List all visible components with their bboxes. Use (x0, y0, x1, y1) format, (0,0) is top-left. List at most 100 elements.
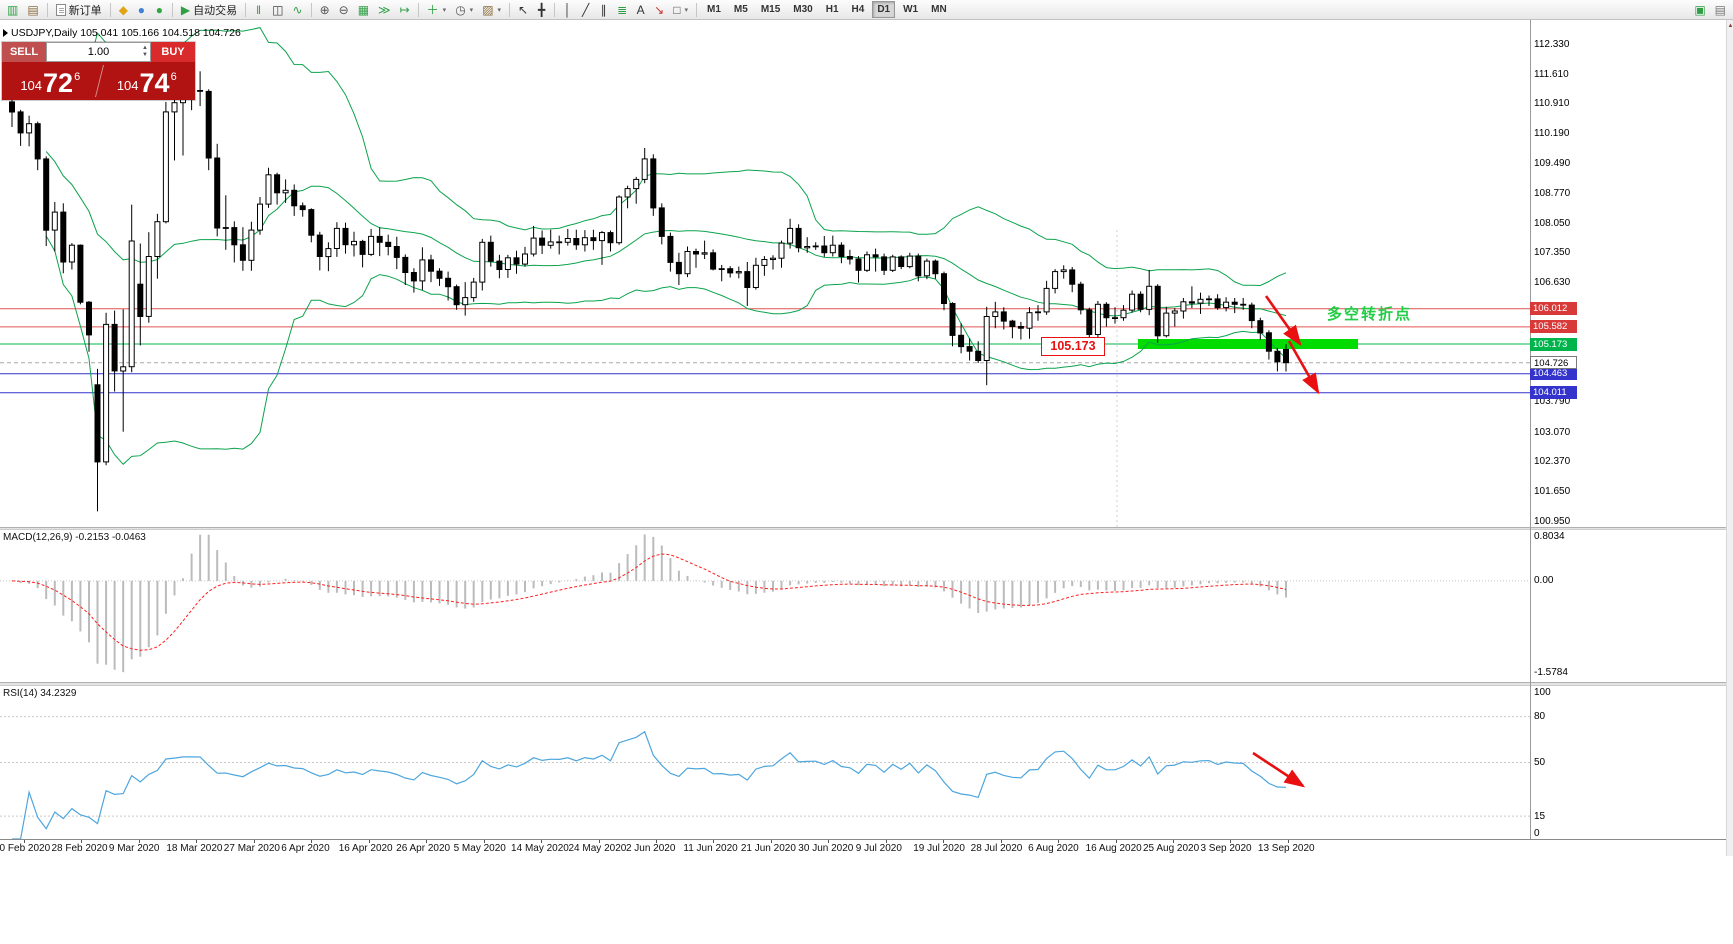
price-axis-label: 109.490 (1534, 157, 1571, 169)
date-label: 3 Sep 2020 (1200, 843, 1252, 854)
new-order-button-label: 新订单 (68, 4, 102, 17)
new-order-button[interactable]: 新订单 (52, 1, 106, 18)
macd-pane[interactable] (0, 530, 1530, 682)
price-axis-label: 108.770 (1534, 187, 1571, 199)
price-line-tag: 104.011 (1530, 386, 1577, 400)
timeframe-h1[interactable]: H1 (821, 1, 844, 18)
timeframe-m1[interactable]: M1 (702, 1, 726, 18)
timeframe-h4[interactable]: H4 (847, 1, 870, 18)
community-icon: ● (137, 2, 146, 17)
chart-shift-button[interactable]: ↦ (396, 1, 414, 18)
templates-button[interactable]: ▨ ▾ (478, 1, 505, 18)
macd-histogram (19, 534, 1287, 673)
zoom-in-button[interactable]: ⊕ (316, 1, 334, 18)
timeframe-m30[interactable]: M30 (788, 1, 817, 18)
sell-price[interactable]: 104 72 6 (2, 62, 99, 100)
macd-signal-line (11, 553, 1287, 651)
text-tool-button[interactable]: A (632, 1, 649, 18)
rsi-line (12, 730, 1287, 839)
candlestick-chart-icon: ◫ (272, 2, 284, 17)
arrows-tool-button[interactable]: ↘ (650, 1, 668, 18)
sell-price-pips: 72 (43, 68, 74, 98)
buy-price[interactable]: 104 74 6 (99, 62, 196, 100)
price-line-tag: 106.012 (1530, 302, 1577, 316)
rsi-axis-label: 80 (1534, 711, 1546, 723)
date-label: 9 Jul 2020 (855, 843, 902, 854)
date-tick (368, 840, 370, 843)
macd-label: MACD(12,26,9) -0.2153 -0.0463 (3, 532, 146, 543)
autotrading-button[interactable]: ▶ 自动交易 (177, 1, 241, 18)
date-tick (311, 840, 313, 843)
date-tick (24, 840, 25, 843)
date-tick (196, 840, 198, 843)
options-icon: ▤ (1714, 2, 1726, 17)
trendline-button[interactable]: ╱ (577, 1, 594, 18)
date-label: 28 Jul 2020 (970, 843, 1023, 854)
new-chart-button[interactable]: ▥ (3, 1, 22, 18)
bar-chart-button[interactable]: ǁ (250, 1, 267, 18)
volume-spinner-icon[interactable]: ▲ ▼ (142, 45, 148, 58)
volume-input[interactable]: 1.00 ▲ ▼ (46, 42, 151, 62)
timeframe-m15[interactable]: M15 (756, 1, 785, 18)
options-button[interactable]: ▤ (1711, 1, 1730, 18)
signals-button[interactable]: ● (151, 1, 168, 18)
price-line-tag: 104.463 (1530, 367, 1577, 381)
profiles-button[interactable]: ▤ (23, 1, 42, 18)
toolbar-separator (171, 2, 173, 17)
buy-price-pips: 74 (139, 68, 170, 98)
shapes-icon: □ (673, 2, 681, 17)
pane-separator[interactable] (0, 527, 1733, 530)
date-tick (713, 840, 715, 843)
rsi-pane[interactable] (0, 686, 1530, 839)
date-label: 20 Feb 2020 (0, 843, 51, 854)
text-tool-icon: A (636, 2, 645, 17)
crosshair-button[interactable]: ╋ (533, 1, 550, 18)
date-tick (770, 840, 772, 843)
toolbar-separator (509, 2, 511, 17)
fibonacci-button[interactable]: ≣ (613, 1, 631, 18)
scroll-up-icon[interactable]: ▲ (1727, 23, 1733, 29)
candlestick-chart-button[interactable]: ◫ (268, 1, 287, 18)
community-button[interactable]: ● (133, 1, 150, 18)
indicators-button[interactable]: ＋ ▾ (423, 1, 451, 18)
vertical-line-button[interactable]: │ (559, 1, 576, 18)
date-label: 5 May 2020 (453, 843, 506, 854)
price-annotation-box: 105.173 (1041, 337, 1105, 356)
rsi-label: RSI(14) 34.2329 (3, 688, 77, 699)
bollinger-upper-band (45, 27, 1287, 287)
timeframe-mn[interactable]: MN (926, 1, 952, 18)
date-label: 24 May 2020 (568, 843, 627, 854)
date-label: 18 Mar 2020 (166, 843, 223, 854)
sell-button[interactable]: SELL (2, 42, 46, 62)
crosshair-icon: ╋ (537, 2, 546, 17)
timeframe-d1[interactable]: D1 (872, 1, 896, 18)
market-button[interactable]: ◆ (115, 1, 132, 18)
timeframe-m5[interactable]: M5 (729, 1, 753, 18)
channel-icon: ∥ (600, 2, 607, 17)
arrows-tool-icon: ↘ (654, 2, 665, 17)
price-axis-label: 107.350 (1534, 247, 1571, 259)
periods-button[interactable]: ◷ ▾ (451, 1, 477, 18)
buy-button[interactable]: BUY (151, 42, 195, 62)
right-scrollbar[interactable]: ▲ (1726, 20, 1733, 856)
shapes-button[interactable]: □ ▾ (669, 1, 692, 18)
macd-axis-label: 0.8034 (1534, 531, 1565, 542)
main-chart-pane[interactable] (0, 20, 1530, 527)
current-price-tag: 104.726 (1530, 356, 1577, 370)
date-label: 16 Apr 2020 (338, 843, 393, 854)
toolbar-separator (696, 2, 697, 17)
line-chart-button[interactable]: ∿ (289, 1, 307, 18)
zoom-out-button[interactable]: ⊖ (335, 1, 353, 18)
channel-button[interactable]: ∥ (595, 1, 612, 18)
tile-windows-button[interactable]: ▦ (354, 1, 373, 18)
main-toolbar: ▥ ▤ 新订单 ◆ ● ● ▶ 自动交易 ǁ ◫ ∿ ⊕ ⊖ ▦ ≫ ↦ ＋ ▾ ◷ ▾ ▨ ▾ ↖ ╋ │ ╱ ∥ ≣ A ↘ □ ▾ M1 M… (0, 0, 1733, 20)
auto-scroll-button[interactable]: ≫ (374, 1, 395, 18)
cursor-button[interactable]: ↖ (514, 1, 532, 18)
price-axis[interactable]: 112.330 111.610 110.910 110.190 109.490 108.7… (1530, 0, 1731, 944)
pane-separator[interactable] (0, 682, 1733, 686)
toolbar-separator (245, 2, 247, 17)
layout-button[interactable]: ▣ (1690, 1, 1709, 18)
date-label: 11 Jun 2020 (683, 843, 738, 854)
timeframe-w1[interactable]: W1 (898, 1, 923, 18)
